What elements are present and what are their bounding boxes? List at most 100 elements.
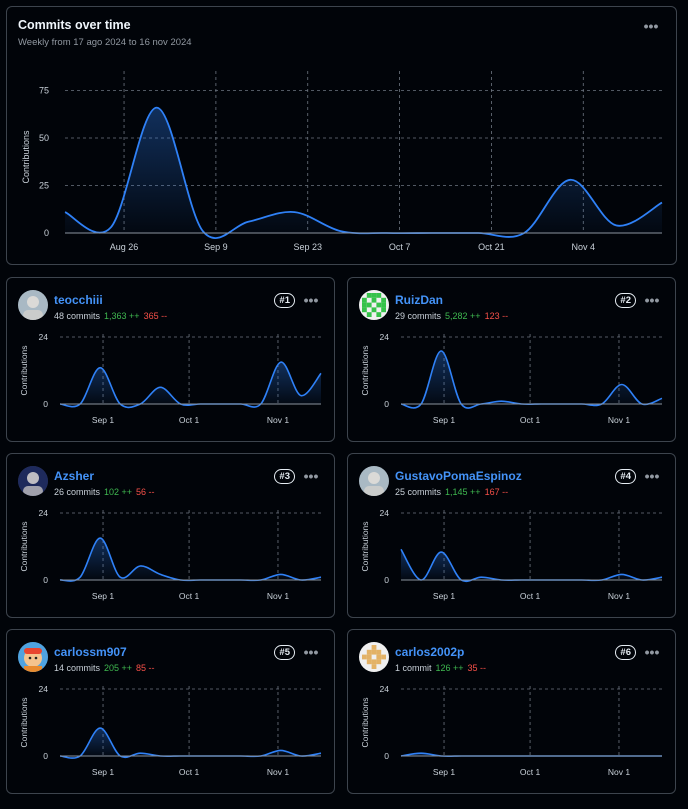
x-tick-label: Sep 23 [293,242,322,252]
rank-badge: #6 [615,645,636,660]
avatar-photo-icon[interactable] [359,466,389,496]
contributor-stats: 29 commits 5,282 ++ 123 -- [395,311,508,321]
x-tick-label: Nov 1 [608,767,630,777]
rank-badge: #5 [274,645,295,660]
x-tick-label: Oct 1 [179,767,200,777]
y-axis-label: Contributions [19,697,29,747]
commit-count: 25 commits [395,487,442,497]
x-tick-label: Nov 1 [267,591,289,601]
panel-title: Commits over time [18,18,131,32]
contributor-commits-chart: 0 24 Sep 1 Oct 1 Nov 1 Contributions [19,508,322,601]
x-tick-label: Sep 1 [92,591,114,601]
y-tick-label: 24 [39,508,49,518]
deletions-count: 35 -- [467,663,487,673]
series-line[interactable] [59,361,322,409]
additions-count: 5,282 ++ [445,311,481,321]
kebab-horizontal-icon[interactable]: ••• [303,468,319,484]
contributor-name-link[interactable]: teocchiii [54,293,103,307]
deletions-count: 365 -- [143,311,168,321]
avatar-cartoon-icon[interactable] [18,642,48,672]
x-tick-label: Nov 1 [267,767,289,777]
commit-count: 26 commits [54,487,101,497]
y-tick-label: 0 [43,399,48,409]
y-axis-label: Contributions [19,345,29,395]
y-tick-label: 24 [380,332,390,342]
y-tick-label: 24 [380,508,390,518]
commits-over-time-panel: Commits over time Weekly from 17 ago 202… [6,6,677,265]
commit-count: 29 commits [395,311,442,321]
x-tick-label: Sep 1 [433,591,455,601]
y-tick-label: 25 [39,181,49,191]
x-tick-label: Aug 26 [110,242,139,252]
contributor-commits-chart: 0 24 Sep 1 Oct 1 Nov 1 Contributions [360,684,662,777]
contributor-card: carlossm907 14 commits 205 ++ 85 -- #5 ••• 0 24… [6,629,335,794]
contributor-name-link[interactable]: carlossm907 [54,645,127,659]
contributor-stats: 48 commits 1,363 ++ 365 -- [54,311,167,321]
contributor-name-link[interactable]: carlos2002p [395,645,465,659]
avatar-identicon-icon[interactable] [359,290,389,320]
x-tick-label: Nov 1 [267,415,289,425]
commits-over-time-chart: 0 25 50 75 Aug 26 Sep 9 Sep 23 Oct 7 Oct 21 Nov 4… [21,71,663,252]
kebab-horizontal-icon[interactable]: ••• [643,18,659,34]
y-tick-label: 0 [384,575,389,585]
rank-badge: #3 [274,469,295,484]
y-axis-label: Contributions [21,130,31,184]
contributor-stats: 14 commits 205 ++ 85 -- [54,663,155,673]
x-tick-label: Nov 1 [608,591,630,601]
additions-count: 1,145 ++ [445,487,481,497]
y-axis-label: Contributions [360,521,370,571]
x-tick-label: Oct 1 [520,415,541,425]
commit-count: 1 commit [395,663,432,673]
series-line[interactable] [64,106,663,239]
x-tick-label: Oct 1 [179,415,200,425]
y-tick-label: 24 [39,332,49,342]
x-tick-label: Nov 4 [572,242,596,252]
rank-badge: #2 [615,293,636,308]
kebab-horizontal-icon[interactable]: ••• [644,644,660,660]
y-tick-label: 0 [384,751,389,761]
y-tick-label: 50 [39,133,49,143]
deletions-count: 167 -- [484,487,509,497]
series-area [60,362,321,408]
contributor-commits-chart: 0 24 Sep 1 Oct 1 Nov 1 Contributions [19,684,322,777]
rank-badge: #4 [615,469,636,484]
x-tick-label: Sep 9 [204,242,228,252]
series-area [401,549,662,582]
contributor-name-link[interactable]: Azsher [54,469,95,483]
deletions-count: 56 -- [136,487,155,497]
x-tick-label: Nov 1 [608,415,630,425]
commit-count: 14 commits [54,663,101,673]
contributor-card: RuizDan 29 commits 5,282 ++ 123 -- #2 ••• 0 24 S… [347,277,676,442]
additions-count: 205 ++ [104,663,133,673]
avatar-photo-icon[interactable] [18,466,48,496]
y-tick-label: 0 [384,399,389,409]
avatar-identicon-icon[interactable] [359,642,389,672]
contributor-commits-chart: 0 24 Sep 1 Oct 1 Nov 1 Contributions [360,508,663,601]
contributor-stats: 26 commits 102 ++ 56 -- [54,487,155,497]
panel-subtitle: Weekly from 17 ago 2024 to 16 nov 2024 [18,37,192,48]
contributor-card: carlos2002p 1 commit 126 ++ 35 -- #6 ••• 0 24 Se… [347,629,676,794]
contributor-name-link[interactable]: GustavoPomaEspinoz [395,469,522,483]
y-tick-label: 0 [43,575,48,585]
x-tick-label: Sep 1 [433,767,455,777]
y-axis-label: Contributions [19,521,29,571]
kebab-horizontal-icon[interactable]: ••• [644,292,660,308]
kebab-horizontal-icon[interactable]: ••• [644,468,660,484]
kebab-horizontal-icon[interactable]: ••• [303,644,319,660]
avatar-photo-icon[interactable] [18,290,48,320]
contributor-commits-chart: 0 24 Sep 1 Oct 1 Nov 1 Contributions [360,332,663,425]
x-tick-label: Sep 1 [92,767,114,777]
contributor-card: teocchiii 48 commits 1,363 ++ 365 -- #1 ••• 0 2… [6,277,335,442]
contributor-name-link[interactable]: RuizDan [395,293,443,307]
x-tick-label: Sep 1 [433,415,455,425]
y-tick-label: 24 [39,684,49,694]
contributor-card: Azsher 26 commits 102 ++ 56 -- #3 ••• 0 24 Sep 1… [6,453,335,618]
contributor-commits-chart: 0 24 Sep 1 Oct 1 Nov 1 Contributions [19,332,322,425]
x-tick-label: Oct 1 [520,767,541,777]
series-area [65,107,662,239]
commit-count: 48 commits [54,311,101,321]
rank-badge: #1 [274,293,295,308]
kebab-horizontal-icon[interactable]: ••• [303,292,319,308]
additions-count: 102 ++ [104,487,133,497]
